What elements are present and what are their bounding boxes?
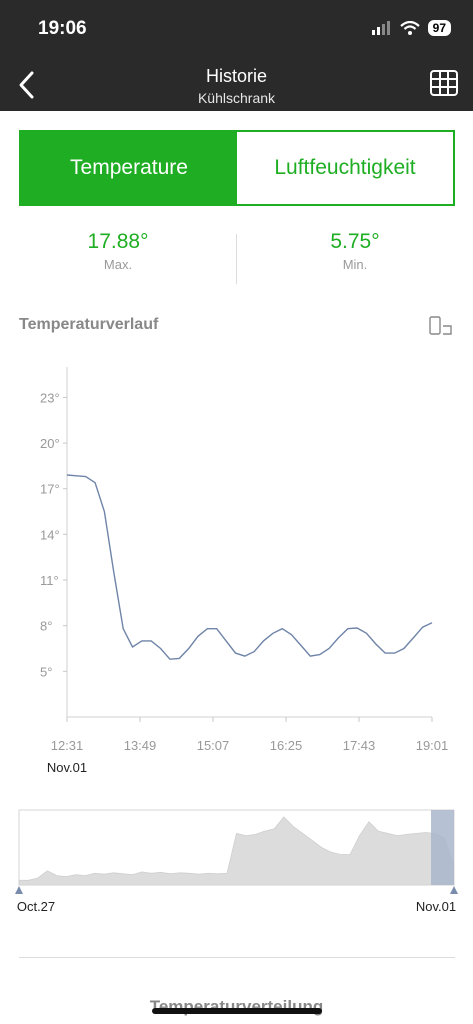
- min-value: 5.75°: [330, 230, 380, 253]
- status-time: 19:06: [38, 18, 87, 39]
- x-tick-label: 12:31: [51, 738, 84, 753]
- temperature-series-line: [66, 474, 433, 660]
- x-date-label: Nov.01: [47, 760, 87, 775]
- y-tick-label: 23°: [40, 390, 60, 405]
- stats-divider: [236, 234, 237, 284]
- y-tick-label: 14°: [40, 527, 60, 542]
- navigator-start-label: Oct.27: [17, 899, 55, 914]
- rotate-landscape-icon[interactable]: [429, 316, 453, 336]
- navigator-end-label: Nov.01: [416, 899, 456, 914]
- max-value: 17.88°: [87, 230, 149, 253]
- battery-indicator: 97: [427, 20, 451, 36]
- left-handle-icon: [15, 886, 23, 894]
- page-title: Historie: [205, 66, 267, 86]
- navigator-selection: [431, 810, 454, 885]
- min-label: Min.: [342, 257, 368, 272]
- page-subtitle: Kühlschrank: [197, 90, 276, 106]
- home-indicator: [152, 1008, 322, 1014]
- status-icons: 97: [371, 20, 451, 36]
- x-tick-label: 19:01: [416, 738, 449, 753]
- metric-tabs: Temperature Luftfeuchtigkeit: [19, 130, 455, 206]
- y-tick-label: 8°: [40, 619, 52, 634]
- y-tick-label: 5°: [40, 664, 52, 679]
- top-bar: 19:06 97 Historie Kühlschrank: [0, 0, 473, 111]
- y-tick-label: 20°: [40, 436, 60, 451]
- x-tick-label: 15:07: [197, 738, 230, 753]
- range-navigator-chart[interactable]: Oct.27 Nov.01: [0, 800, 473, 920]
- x-tick-label: 16:25: [270, 738, 303, 753]
- distribution-title: Temperaturverteilung: [149, 997, 324, 1016]
- y-tick-label: 11°: [40, 573, 59, 588]
- navigator-area: [18, 816, 455, 886]
- back-chevron-icon[interactable]: [14, 66, 42, 106]
- stat-min: 5.75° Min.: [237, 230, 473, 272]
- stats-row: 17.88° Max. 5.75° Min.: [0, 230, 473, 286]
- temperature-line-chart[interactable]: 23° 20° 17° 14° 11° 8° 5° 12:31 13:49 15:07 16:25 1…: [0, 355, 473, 775]
- tab-temperature[interactable]: Temperature: [21, 132, 237, 204]
- right-handle-icon: [450, 886, 458, 894]
- wifi-icon: [399, 21, 420, 35]
- section-title: Temperaturverlauf: [19, 316, 159, 333]
- max-label: Max.: [103, 257, 133, 272]
- tab-humidity[interactable]: Luftfeuchtigkeit: [237, 132, 453, 204]
- signal-icon: [371, 21, 390, 35]
- x-tick-label: 13:49: [124, 738, 157, 753]
- x-tick-label: 17:43: [343, 738, 376, 753]
- table-view-icon[interactable]: [429, 68, 459, 98]
- stat-max: 17.88° Max.: [0, 230, 236, 272]
- y-tick-label: 17°: [40, 482, 60, 497]
- section-divider: [19, 957, 455, 958]
